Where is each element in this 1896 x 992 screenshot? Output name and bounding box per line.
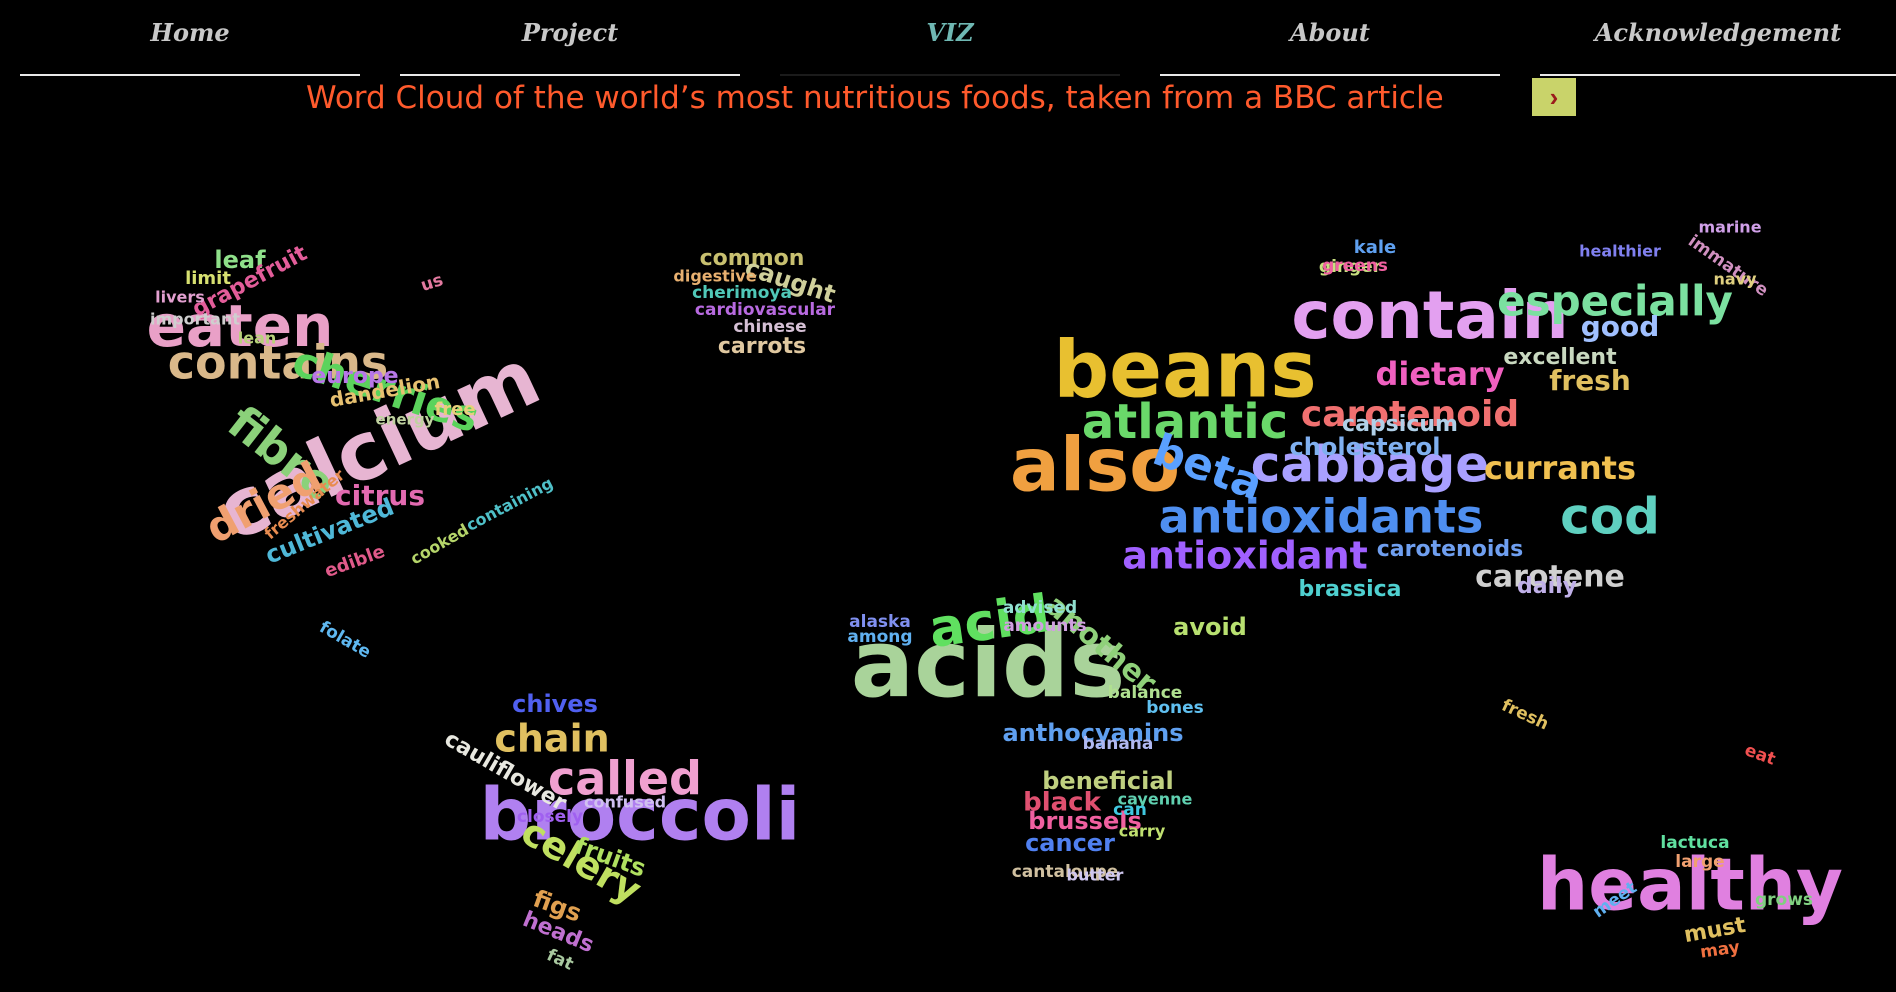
cloud-word: currants xyxy=(1484,449,1636,487)
word-cloud-map: eaten contains calcium cherries fibre dried ci… xyxy=(0,120,1896,992)
cloud-word: energy xyxy=(376,411,435,429)
cloud-word: chives xyxy=(512,690,598,718)
nav-about[interactable]: About xyxy=(1160,18,1500,76)
title-row: Word Cloud of the world’s most nutritiou… xyxy=(0,76,1896,120)
cloud-word: excellent xyxy=(1503,345,1617,370)
cloud-word: cherimoya xyxy=(692,283,792,303)
cloud-word: carotene xyxy=(1475,560,1625,595)
cloud-word: large xyxy=(1675,852,1724,872)
nav-project[interactable]: Project xyxy=(400,18,740,76)
cloud-word: alaska xyxy=(849,612,911,632)
cloud-word: healthy xyxy=(1537,843,1843,927)
cloud-word: capsicum xyxy=(1342,412,1458,437)
cloud-word: eaten xyxy=(147,292,334,360)
cloud-word: important xyxy=(150,310,240,329)
cloud-word: folate xyxy=(316,617,375,662)
cloud-word: especially xyxy=(1497,277,1733,326)
cloud-word: good xyxy=(1581,310,1660,343)
cloud-word: lactuca xyxy=(1660,833,1729,853)
cloud-word: avoid xyxy=(1173,613,1247,641)
cloud-word: acids xyxy=(851,610,1126,719)
cloud-word: leaf xyxy=(214,246,266,274)
cloud-word: citrus xyxy=(335,479,425,512)
nav-viz[interactable]: VIZ xyxy=(780,18,1120,76)
cloud-word: brassica xyxy=(1298,577,1401,602)
cloud-word: carotenoid xyxy=(1301,394,1519,435)
cloud-word: carotenoids xyxy=(1377,537,1523,562)
cloud-word: also xyxy=(1010,423,1180,509)
cloud-word: may xyxy=(1699,937,1741,962)
cloud-word: grows xyxy=(1755,890,1813,910)
cloud-word: cancer xyxy=(1025,829,1115,857)
cloud-word: advised xyxy=(1003,598,1077,618)
cloud-word: bones xyxy=(1146,698,1204,718)
cloud-word: broccoli xyxy=(480,773,801,857)
cloud-word: amounts xyxy=(1003,616,1086,636)
cloud-word: brussels xyxy=(1028,807,1141,835)
cloud-word: kale xyxy=(1354,237,1397,258)
cloud-word: cardiovascular xyxy=(695,300,836,320)
cloud-word: anthocyanins xyxy=(1002,719,1183,747)
cloud-word: edible xyxy=(322,541,388,582)
cloud-word: contain xyxy=(1291,277,1568,354)
cloud-word: cooked xyxy=(407,520,472,568)
cloud-word: black xyxy=(1023,788,1101,818)
next-button[interactable]: › xyxy=(1532,78,1576,116)
cloud-word: europe xyxy=(311,364,398,389)
cloud-word: chain xyxy=(494,717,609,761)
cloud-word: cabbage xyxy=(1251,436,1489,494)
cloud-word: marine xyxy=(1698,218,1761,237)
cloud-word: fresh xyxy=(1549,364,1631,397)
cloud-word: balance xyxy=(1108,683,1183,703)
cloud-word: cantaloupe xyxy=(1012,862,1119,882)
cloud-word: cod xyxy=(1560,488,1660,546)
cloud-word: butter xyxy=(1067,866,1124,885)
cloud-word: navy xyxy=(1713,270,1757,289)
cloud-word: closely xyxy=(517,807,583,827)
nav-acknowledgement[interactable]: Acknowledgement xyxy=(1540,18,1896,76)
cloud-word: livers xyxy=(155,288,205,307)
cloud-word: called xyxy=(548,752,702,806)
cloud-word: confused xyxy=(584,793,666,812)
cloud-word: healthier xyxy=(1579,242,1661,261)
top-navigation: Home Project VIZ About Acknowledgement xyxy=(0,0,1896,78)
cloud-word: daily xyxy=(1517,574,1577,599)
cloud-word: ginger xyxy=(1319,257,1382,277)
cloud-word: banana xyxy=(1083,734,1154,754)
cloud-word: us xyxy=(418,270,445,296)
cloud-word: eat xyxy=(1742,740,1778,769)
page-title: Word Cloud of the world’s most nutritiou… xyxy=(306,80,1444,116)
chevron-right-icon: › xyxy=(1549,81,1559,112)
cloud-word: cholesterol xyxy=(1290,433,1441,461)
cloud-word: greens xyxy=(1322,256,1388,276)
cloud-word: limit xyxy=(185,268,231,289)
cloud-word: fresh xyxy=(1498,695,1551,734)
cloud-word: contains xyxy=(168,336,389,390)
cloud-word: common xyxy=(700,246,805,271)
cloud-word: cayenne xyxy=(1118,790,1193,809)
cloud-word: among xyxy=(847,627,912,647)
cloud-word: atlantic xyxy=(1082,394,1288,450)
cloud-word: carrots xyxy=(718,334,806,359)
cloud-word: digestive xyxy=(673,267,756,286)
nav-home[interactable]: Home xyxy=(20,18,360,76)
cloud-word: dietary xyxy=(1375,355,1504,393)
cloud-word: chinese xyxy=(733,317,806,337)
cloud-word: can xyxy=(1113,800,1147,820)
cloud-word: lean xyxy=(238,329,277,348)
cloud-word: free xyxy=(434,399,475,420)
cloud-word: antioxidant xyxy=(1122,534,1368,578)
cloud-word: containing xyxy=(463,473,556,535)
cloud-word: beans xyxy=(1053,325,1316,415)
cloud-word: carry xyxy=(1119,822,1166,841)
cloud-word: antioxidants xyxy=(1159,490,1484,544)
cloud-word: beneficial xyxy=(1042,767,1173,795)
